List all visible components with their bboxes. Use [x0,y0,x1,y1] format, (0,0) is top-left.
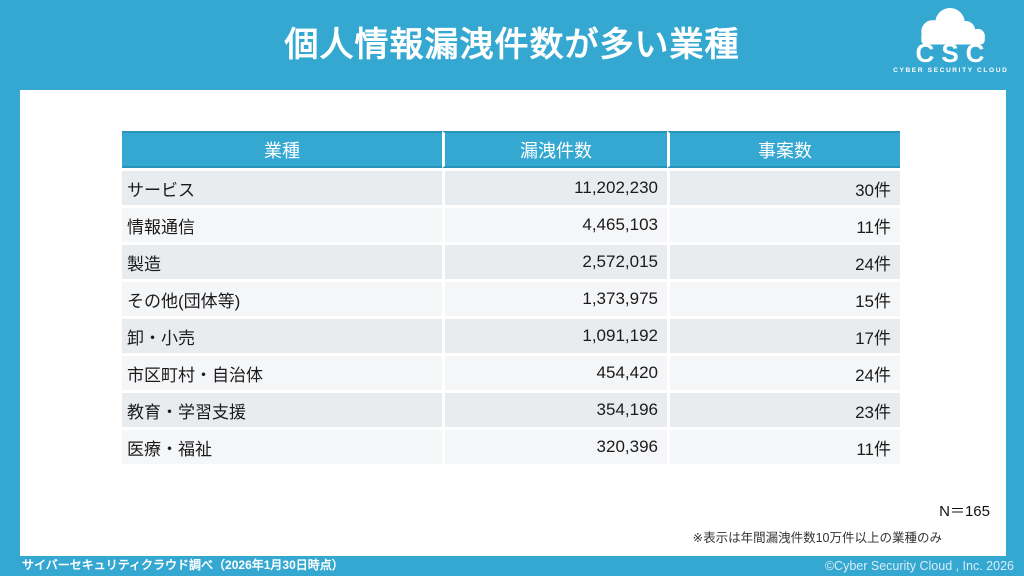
industry-cell: 市区町村・自治体 [122,353,442,390]
column-header-industry: 業種 [122,131,442,168]
industry-cell: 卸・小売 [122,316,442,353]
copyright: ©Cyber Security Cloud , Inc. 2026 [824,559,1014,573]
header: 個人情報漏洩件数が多い業種 CSC CYBER SECURITY CLOUD [0,0,1024,90]
sample-size-label: N＝165 [939,503,990,520]
leaks-cell: 354,196 [442,390,667,427]
leaks-cell: 1,373,975 [442,279,667,316]
industry-cell: 情報通信 [122,205,442,242]
industry-cell: サービス [122,168,442,205]
table-row: 製造 2,572,015 24件 [122,242,900,279]
footer: サイバーセキュリティクラウド調べ（2026年1月30日時点） ©Cyber Se… [0,556,1024,576]
industry-cell: その他(団体等) [122,279,442,316]
cases-cell: 11件 [667,205,900,242]
cases-cell: 11件 [667,427,900,464]
table-row: 情報通信 4,465,103 11件 [122,205,900,242]
leaks-cell: 454,420 [442,353,667,390]
cases-cell: 24件 [667,353,900,390]
cases-cell: 17件 [667,316,900,353]
table-header-row: 業種 漏洩件数 事案数 [122,131,900,168]
table-row: サービス 11,202,230 30件 [122,168,900,205]
cloud-icon [921,8,985,45]
leaks-cell: 2,572,015 [442,242,667,279]
disclaimer-note: ※表示は年間漏洩件数10万件以上の業種のみ [692,531,942,545]
leaks-cell: 11,202,230 [442,168,667,205]
table-row: 医療・福祉 320,396 11件 [122,427,900,464]
leaks-cell: 1,091,192 [442,316,667,353]
csc-logo: CSC CYBER SECURITY CLOUD [892,8,1008,86]
table-row: 市区町村・自治体 454,420 24件 [122,353,900,390]
industry-cell: 教育・学習支援 [122,390,442,427]
leaks-cell: 320,396 [442,427,667,464]
leak-table: 業種 漏洩件数 事案数 サービス 11,202,230 30件 情報通信 4,4… [122,131,900,464]
leaks-cell: 4,465,103 [442,205,667,242]
logo-caption: CYBER SECURITY CLOUD [893,67,1009,74]
table-row: 教育・学習支援 354,196 23件 [122,390,900,427]
source-note: サイバーセキュリティクラウド調べ（2026年1月30日時点） [22,558,344,572]
cases-cell: 15件 [667,279,900,316]
table-row: 卸・小売 1,091,192 17件 [122,316,900,353]
table-row: その他(団体等) 1,373,975 15件 [122,279,900,316]
logo-abbr: CSC [915,38,992,68]
column-header-leaks: 漏洩件数 [442,131,667,168]
content-panel: 業種 漏洩件数 事案数 サービス 11,202,230 30件 情報通信 4,4… [20,90,1006,556]
page-title: 個人情報漏洩件数が多い業種 [284,26,740,64]
column-header-cases: 事案数 [667,131,900,168]
cases-cell: 30件 [667,168,900,205]
industry-cell: 医療・福祉 [122,427,442,464]
cases-cell: 24件 [667,242,900,279]
industry-cell: 製造 [122,242,442,279]
cases-cell: 23件 [667,390,900,427]
